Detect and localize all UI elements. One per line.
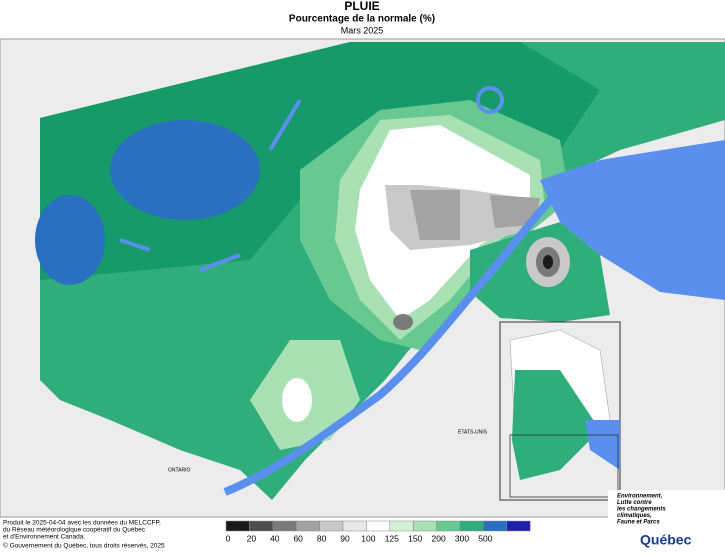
legend-label: 200 [432, 533, 446, 543]
region-white [282, 378, 312, 422]
map: ONTARIO ÉTATS-UNIS [0, 38, 725, 518]
gulf-water [540, 140, 725, 300]
footer-line: et d'Environnement Canada. [3, 534, 85, 541]
footer-line: © Gouvernement du Québec, tous droits ré… [3, 542, 165, 550]
legend-swatch [389, 520, 414, 532]
legend-swatch [366, 520, 391, 532]
region-gray [393, 314, 413, 330]
lakes [119, 98, 302, 272]
legend-label: 100 [361, 533, 375, 543]
logo-line: climatiques, [617, 513, 652, 519]
legend-label: 125 [385, 533, 399, 543]
st-lawrence-river [223, 187, 563, 496]
legend-label: 150 [408, 533, 422, 543]
legend: 0 20 40 60 80 90 100 125 150 200 300 500 [225, 520, 531, 543]
footer-line: Produit le 2025-04-04 avec les données d… [3, 520, 161, 527]
legend-label: 90 [340, 533, 350, 543]
legend-swatch [459, 520, 484, 532]
legend-label: 20 [247, 533, 257, 543]
map-title: PLUIE [344, 0, 379, 13]
logo-line: les changements [617, 507, 666, 513]
legend-label: 500 [478, 533, 492, 543]
logo-line: Lutte contre [617, 500, 652, 506]
legend-label: 40 [270, 533, 280, 543]
reservoir [476, 86, 504, 114]
legend-swatch [295, 520, 320, 532]
legend-swatch [319, 520, 344, 532]
region-black [543, 255, 553, 269]
legend-swatch [249, 520, 274, 532]
logo-name: Québec [640, 532, 692, 548]
logo-line: Faune et Parcs [617, 520, 660, 526]
legend-swatch [483, 520, 508, 532]
region-gray [410, 190, 460, 240]
legend-swatch [272, 520, 297, 532]
legend-swatch [342, 520, 367, 532]
legend-label: 0 [226, 533, 231, 543]
region-blue [110, 120, 260, 220]
legend-swatch [436, 520, 461, 532]
legend-label: 60 [293, 533, 303, 543]
map-subtitle: Pourcentage de la normale (%) [289, 14, 435, 25]
logo-line: Environnement, [617, 494, 663, 500]
map-date: Mars 2025 [341, 25, 384, 35]
legend-swatch-extra [506, 520, 531, 532]
legend-swatch [412, 520, 437, 532]
legend-swatch [225, 520, 250, 532]
legend-label: 80 [317, 533, 327, 543]
region-gray [490, 195, 540, 228]
footer-line: du Réseau météorologique coopératif du Q… [3, 527, 146, 534]
map-label: ONTARIO [168, 467, 191, 473]
inset-map [499, 321, 621, 501]
legend-label: 300 [455, 533, 469, 543]
region-blue [35, 195, 105, 285]
footer: Produit le 2025-04-04 avec les données d… [3, 520, 165, 550]
map-label: ÉTATS-UNIS [458, 428, 488, 435]
